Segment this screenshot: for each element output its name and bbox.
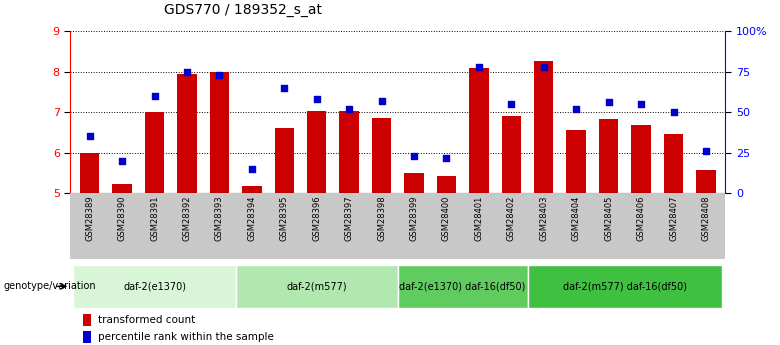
Point [246,166,258,171]
Text: GSM28400: GSM28400 [442,195,451,240]
Text: genotype/variation: genotype/variation [4,282,97,291]
Bar [664,135,683,193]
Text: GSM28395: GSM28395 [280,195,289,241]
Point [343,106,356,112]
Bar [83,314,91,326]
Point [148,93,161,99]
Bar [502,116,521,193]
Text: GSM28394: GSM28394 [247,195,257,241]
Text: daf-2(e1370) daf-16(df50): daf-2(e1370) daf-16(df50) [399,282,526,291]
Point [213,72,225,78]
Bar [527,265,722,308]
Point [310,96,323,102]
Bar [275,128,294,193]
Text: GSM28399: GSM28399 [410,195,419,241]
Text: daf-2(m577) daf-16(df50): daf-2(m577) daf-16(df50) [563,282,687,291]
Text: GSM28401: GSM28401 [474,195,484,240]
Text: percentile rank within the sample: percentile rank within the sample [98,333,274,342]
Point [473,64,485,69]
Point [635,101,647,107]
Text: GSM28403: GSM28403 [539,195,548,241]
Text: GSM28398: GSM28398 [377,195,386,241]
Text: GSM28393: GSM28393 [215,195,224,241]
Bar [83,331,91,343]
Bar [177,73,197,193]
Text: GSM28397: GSM28397 [345,195,353,241]
Bar [599,119,619,193]
Point [375,98,388,104]
Point [408,153,420,159]
Text: GSM28406: GSM28406 [636,195,646,241]
Point [570,106,583,112]
Bar [534,61,554,193]
Text: GSM28408: GSM28408 [701,195,711,241]
Text: GSM28405: GSM28405 [604,195,613,240]
Point [440,155,452,160]
Bar [210,72,229,193]
Point [700,148,712,154]
Bar [398,265,527,308]
Text: GSM28390: GSM28390 [118,195,126,241]
Point [278,85,290,91]
Point [602,100,615,105]
Point [537,64,550,69]
Bar [80,154,99,193]
Point [181,69,193,74]
Bar [339,111,359,193]
Bar [697,170,716,193]
Bar [469,68,488,193]
Bar [437,176,456,193]
Bar [566,130,586,193]
Text: GSM28396: GSM28396 [312,195,321,241]
Bar [236,265,398,308]
Text: daf-2(e1370): daf-2(e1370) [123,282,186,291]
Bar [307,111,327,193]
Text: transformed count: transformed count [98,315,195,325]
Bar [242,186,261,193]
Text: GDS770 / 189352_s_at: GDS770 / 189352_s_at [164,3,322,17]
Text: GSM28392: GSM28392 [183,195,191,241]
Bar [631,125,651,193]
Point [116,158,129,164]
Bar [145,112,165,193]
Point [505,101,518,107]
Text: GSM28404: GSM28404 [572,195,580,240]
Text: daf-2(m577): daf-2(m577) [286,282,347,291]
Text: GSM28389: GSM28389 [85,195,94,241]
Bar [372,118,392,193]
Bar [112,184,132,193]
Text: GSM28402: GSM28402 [507,195,516,240]
Bar [73,265,236,308]
Text: GSM28391: GSM28391 [150,195,159,241]
Point [83,134,96,139]
Point [667,109,679,115]
Bar [404,173,424,193]
Text: GSM28407: GSM28407 [669,195,678,241]
